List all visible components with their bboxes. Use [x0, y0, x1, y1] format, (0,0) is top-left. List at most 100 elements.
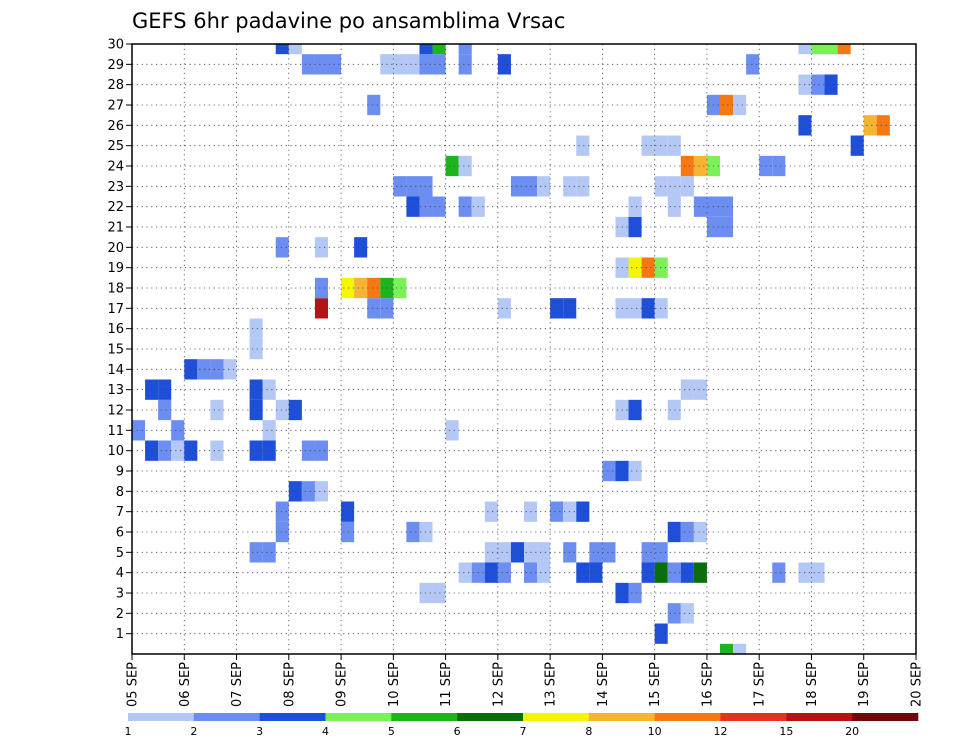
- x-tick-label: 17 SEP: [753, 662, 768, 707]
- precip-cell: [667, 176, 681, 197]
- precip-cell: [210, 440, 224, 461]
- y-tick-label: 7: [116, 505, 124, 520]
- precip-cell: [341, 501, 355, 522]
- precip-cell: [497, 562, 511, 583]
- precip-cell: [262, 420, 276, 441]
- precip-cell: [288, 44, 302, 55]
- precip-cell: [654, 542, 668, 563]
- precip-cell: [341, 521, 355, 543]
- x-tick-label: 08 SEP: [282, 662, 297, 707]
- y-tick-label: 23: [107, 180, 124, 195]
- precip-cell: [132, 420, 146, 441]
- precip-cell: [772, 562, 786, 583]
- precip-cell: [537, 542, 551, 563]
- precip-cell: [406, 521, 420, 543]
- colorbar-label: 5: [388, 725, 395, 738]
- y-tick-label: 15: [107, 343, 124, 358]
- x-tick-label: 18 SEP: [805, 662, 820, 707]
- precip-cell: [641, 135, 655, 156]
- precip-cell: [249, 318, 263, 339]
- precip-cell: [720, 196, 734, 217]
- x-tick-label: 16 SEP: [700, 662, 715, 707]
- precip-cell: [484, 562, 498, 583]
- precip-cell: [314, 298, 328, 319]
- precip-cell: [824, 44, 838, 55]
- y-tick-label: 22: [107, 200, 124, 215]
- precip-cell: [497, 298, 511, 319]
- precip-cell: [458, 44, 472, 55]
- precip-cell: [354, 277, 368, 299]
- colorbar-swatch: [391, 713, 458, 721]
- precip-cell: [458, 155, 472, 177]
- precip-cell: [720, 94, 734, 116]
- colorbar-label: 15: [779, 725, 793, 738]
- precip-cell: [419, 521, 433, 543]
- precip-cell: [432, 196, 446, 217]
- colorbar: 1 2 3 4 5 6 7 8 10 12 15 20: [125, 713, 919, 738]
- colorbar-label: 12: [714, 725, 728, 738]
- x-tick-label: 06 SEP: [178, 662, 193, 707]
- precip-cell: [667, 521, 681, 543]
- precip-cell: [406, 196, 420, 217]
- precip-cell: [602, 542, 616, 563]
- precip-cell: [445, 155, 459, 177]
- y-axis-ticks: 1234567891011121314151617181920212223242…: [107, 38, 132, 642]
- precip-cell: [314, 481, 328, 502]
- precip-cell: [693, 196, 707, 217]
- precip-cell: [367, 277, 381, 299]
- precip-cell: [223, 359, 237, 380]
- precip-cell: [628, 298, 642, 319]
- precip-cell: [301, 481, 315, 502]
- precip-cell: [249, 399, 263, 421]
- y-tick-label: 20: [107, 241, 124, 256]
- precip-cell: [667, 399, 681, 421]
- precip-cell: [249, 379, 263, 400]
- colorbar-swatch: [193, 713, 260, 721]
- precip-cell: [680, 379, 694, 400]
- precip-cell: [419, 582, 433, 604]
- precip-cell: [589, 542, 603, 563]
- x-tick-label: 11 SEP: [439, 662, 454, 707]
- precip-cell: [772, 155, 786, 177]
- precip-cell: [654, 176, 668, 197]
- precip-cell: [641, 562, 655, 583]
- colorbar-swatch: [654, 713, 721, 721]
- precip-cell: [537, 176, 551, 197]
- precip-cell: [537, 562, 551, 583]
- precip-cell: [680, 562, 694, 583]
- precip-cell: [628, 216, 642, 238]
- precip-cell: [249, 542, 263, 563]
- precip-cell: [693, 562, 707, 583]
- precip-cell: [680, 176, 694, 197]
- precip-cell: [576, 176, 590, 197]
- precip-cell: [419, 196, 433, 217]
- y-tick-label: 6: [116, 526, 124, 541]
- precip-cell: [733, 643, 747, 654]
- precip-cell: [733, 94, 747, 116]
- precip-cell: [184, 359, 198, 380]
- precip-cell: [667, 196, 681, 217]
- colorbar-label: 6: [454, 725, 461, 738]
- precip-cell: [863, 115, 877, 136]
- precip-cell: [158, 379, 172, 400]
- chart-title: GEFS 6hr padavine po ansamblima Vrsac: [132, 9, 565, 33]
- precip-cell: [158, 440, 172, 461]
- y-tick-label: 28: [107, 78, 124, 93]
- precip-cell: [693, 155, 707, 177]
- y-tick-label: 14: [107, 363, 124, 378]
- precip-cell: [550, 298, 564, 319]
- precip-cell: [275, 44, 289, 55]
- colorbar-swatch: [720, 713, 787, 721]
- precip-cell: [628, 196, 642, 217]
- precip-cell: [275, 521, 289, 543]
- precip-cell: [301, 440, 315, 461]
- y-tick-label: 21: [107, 221, 124, 236]
- colorbar-label: 1: [125, 725, 132, 738]
- precip-cell: [576, 135, 590, 156]
- precip-cell: [210, 399, 224, 421]
- precip-cell: [262, 440, 276, 461]
- precip-cell: [811, 44, 825, 55]
- colorbar-label: 20: [845, 725, 859, 738]
- y-tick-label: 17: [107, 302, 124, 317]
- precip-cell: [314, 440, 328, 461]
